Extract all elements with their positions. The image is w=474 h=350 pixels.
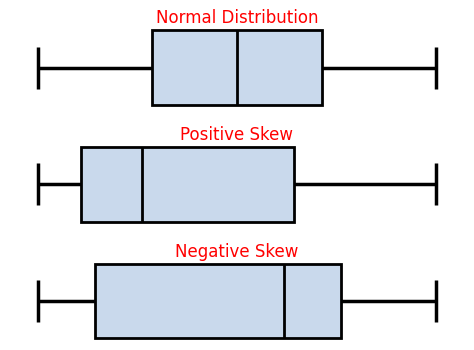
Bar bbox=[95, 264, 341, 338]
Bar bbox=[81, 147, 294, 222]
Text: Positive Skew: Positive Skew bbox=[181, 126, 293, 144]
Text: Normal Distribution: Normal Distribution bbox=[156, 9, 318, 27]
Bar bbox=[152, 30, 322, 105]
Text: Negative Skew: Negative Skew bbox=[175, 243, 299, 261]
